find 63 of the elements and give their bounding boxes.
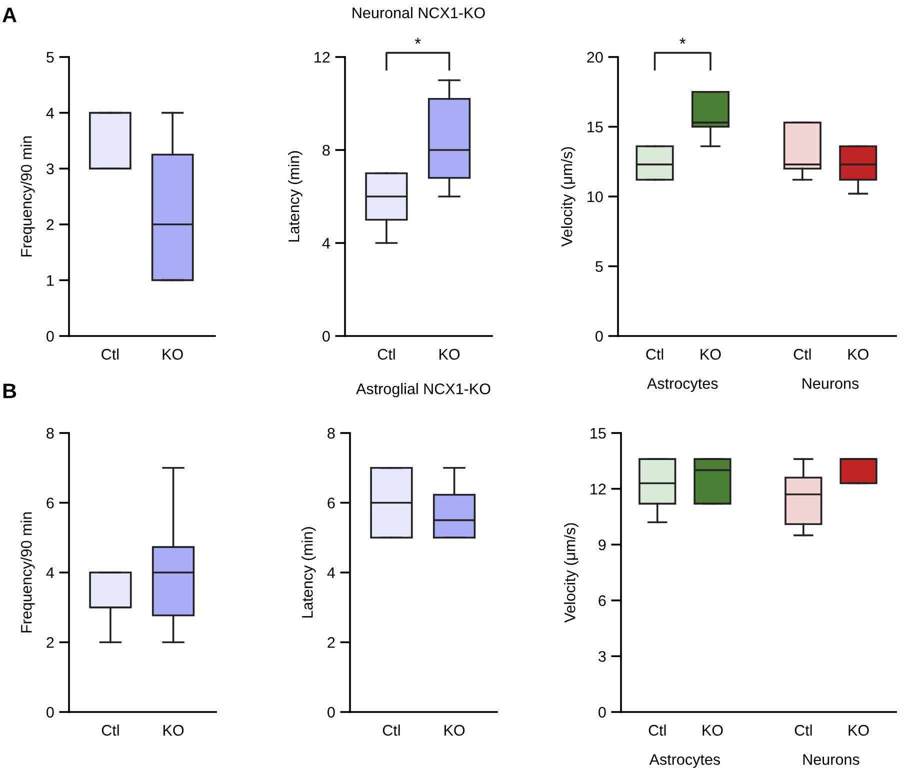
- y-tick-label: 1: [47, 275, 54, 286]
- y-tick-label: 8: [328, 428, 335, 439]
- y-tick-label: 6: [328, 498, 335, 508]
- x-tick-label: Ctl: [794, 724, 812, 736]
- x-tick-label: Ctl: [382, 724, 400, 736]
- y-tick-label: 0: [46, 330, 54, 342]
- y-axis-title: Frequency/90 min: [20, 512, 35, 632]
- y-tick-label: 12: [590, 484, 606, 494]
- chart-title: Neuronal NCX1-KO: [352, 7, 485, 18]
- y-tick-label: 4: [46, 108, 54, 118]
- y-tick-label: 0: [322, 330, 330, 342]
- y-axis-title: Velocity (μm/s): [561, 147, 576, 247]
- x-tick-label: Ctl: [648, 724, 666, 736]
- x-tick-label: Ctl: [102, 348, 118, 360]
- text: *: [680, 38, 686, 44]
- y-tick-label: 2: [46, 637, 54, 648]
- y-tick-label: 4: [46, 568, 54, 578]
- x-tick-label: Ctl: [646, 348, 664, 360]
- x-tick-label: KO: [162, 348, 183, 360]
- y-tick-label: 6: [46, 498, 54, 508]
- text: Neurons: [803, 754, 860, 765]
- y-tick-label: 4: [322, 238, 330, 249]
- y-tick-label: 0: [46, 706, 54, 718]
- x-tick-label: KO: [700, 348, 721, 360]
- y-tick-label: 0: [598, 706, 606, 718]
- text: Astrocytes: [649, 754, 720, 768]
- y-axis-title: Velocity (μm/s): [564, 523, 578, 623]
- y-tick-label: 10: [588, 191, 603, 202]
- y-tick-label: 5: [596, 261, 603, 272]
- chart-title: Astroglial NCX1-KO: [356, 383, 490, 398]
- y-tick-label: 20: [587, 52, 603, 63]
- y-tick-label: 2: [328, 637, 335, 648]
- y-tick-label: 12: [314, 52, 330, 63]
- y-axis-title: Latency (min): [288, 151, 302, 242]
- y-tick-label: 0: [328, 706, 335, 718]
- x-tick-label: KO: [702, 724, 723, 736]
- y-axis-title: Latency (min): [302, 527, 316, 618]
- text: A: [2, 8, 16, 22]
- y-tick-label: 8: [46, 428, 54, 439]
- x-tick-label: Ctl: [102, 724, 119, 736]
- x-tick-label: KO: [444, 724, 465, 736]
- y-tick-label: 15: [590, 428, 606, 439]
- x-tick-label: KO: [848, 348, 868, 360]
- y-axis-title: Frequency/90 min: [20, 136, 35, 256]
- y-tick-label: 0: [596, 330, 603, 342]
- y-tick-label: 4: [327, 568, 335, 578]
- x-tick-label: KO: [164, 724, 184, 736]
- y-tick-label: 8: [322, 144, 330, 156]
- y-tick-label: 2: [46, 219, 54, 230]
- x-tick-label: Ctl: [378, 348, 395, 360]
- y-tick-label: 6: [598, 595, 606, 606]
- text: Neurons: [802, 378, 859, 389]
- y-tick-label: 3: [46, 163, 54, 174]
- x-tick-label: Ctl: [794, 348, 811, 360]
- text: Astrocytes: [647, 378, 718, 392]
- y-tick-label: 15: [588, 122, 603, 132]
- y-tick-label: 9: [598, 539, 606, 550]
- y-tick-label: 5: [46, 52, 54, 63]
- text: *: [414, 38, 421, 44]
- x-tick-label: KO: [440, 348, 460, 360]
- y-tick-label: 3: [598, 651, 606, 662]
- x-tick-label: KO: [848, 724, 869, 736]
- text: B: [3, 384, 16, 398]
